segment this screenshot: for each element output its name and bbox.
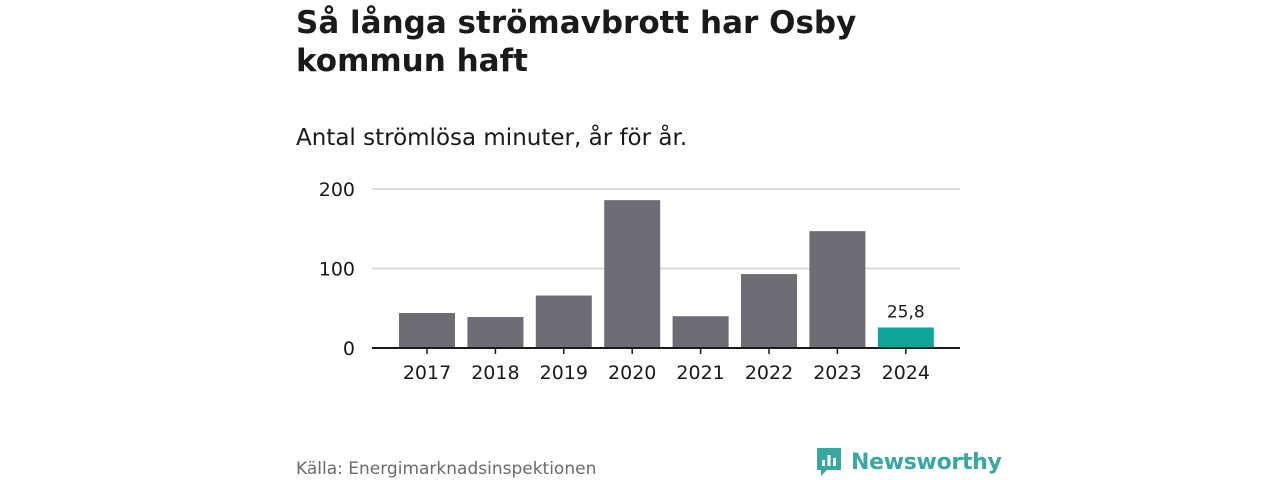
bar — [399, 313, 455, 348]
bar-chart: 0 100 200 2017 2018 2019 2020 2021 2022 2023 2024 2… — [319, 179, 960, 384]
newsworthy-logo[interactable]: Newsworthy — [815, 446, 1002, 478]
bar — [672, 316, 729, 348]
chart-subtitle: Antal strömlösa minuter, år för år. — [296, 125, 688, 151]
x-tick-label: 2017 — [403, 362, 451, 384]
x-tick-label: 2024 — [882, 362, 930, 384]
bar — [809, 231, 866, 348]
x-tick-label: 2022 — [745, 362, 793, 384]
bar — [467, 316, 524, 348]
x-tick-label: 2019 — [540, 362, 588, 384]
bar — [535, 295, 592, 348]
x-tick-label: 2020 — [608, 362, 656, 384]
x-tick-label: 2021 — [676, 362, 724, 384]
data-label: 25,8 — [887, 302, 925, 322]
bar — [741, 274, 797, 348]
source-note: Källa: Energimarknadsinspektionen — [296, 459, 597, 479]
newsworthy-logo-icon — [817, 448, 841, 476]
bar-highlight — [877, 327, 934, 348]
x-tick-label: 2023 — [813, 362, 861, 384]
x-tick-label: 2018 — [471, 362, 519, 384]
y-tick-label: 0 — [343, 338, 355, 360]
y-tick-label: 200 — [319, 179, 355, 201]
bar — [604, 200, 661, 348]
chart-title: Så långa strömavbrott har Osby kommun ha… — [296, 5, 857, 79]
brand-name: Newsworthy — [851, 449, 1002, 475]
y-tick-label: 100 — [319, 259, 355, 281]
